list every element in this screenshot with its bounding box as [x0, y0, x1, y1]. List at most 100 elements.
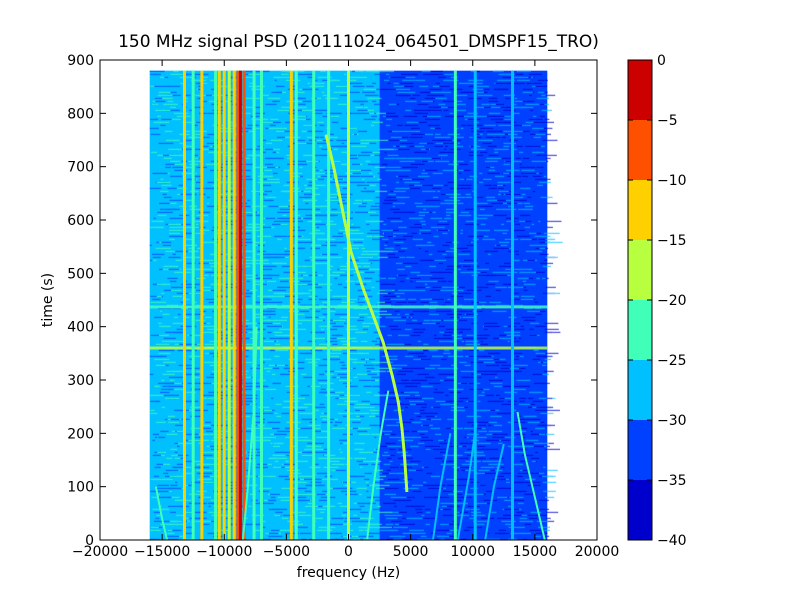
noise-speck [520, 469, 523, 472]
noise-speck [158, 91, 173, 94]
noise-speck [371, 361, 388, 364]
noise-speck [314, 463, 319, 466]
noise-speck [544, 358, 552, 361]
noise-speck [192, 406, 198, 409]
noise-speck [469, 151, 478, 154]
noise-speck [483, 274, 494, 277]
noise-speck [275, 340, 279, 343]
noise-speck [480, 517, 495, 520]
noise-speck [344, 394, 360, 397]
noise-speck [541, 235, 548, 238]
noise-speck [527, 259, 535, 262]
noise-speck [491, 274, 508, 277]
noise-speck [271, 397, 274, 400]
noise-speck [193, 460, 202, 463]
noise-speck [340, 202, 348, 205]
noise-speck [482, 142, 492, 145]
noise-speck [175, 259, 183, 262]
noise-speck [512, 229, 525, 232]
noise-speck [389, 535, 401, 538]
noise-speck [435, 310, 452, 313]
noise-speck [380, 430, 393, 433]
noise-speck [499, 337, 513, 340]
noise-speck [336, 337, 346, 340]
noise-speck [411, 319, 418, 322]
noise-speck [348, 298, 358, 301]
noise-speck [257, 181, 273, 184]
noise-speck [435, 433, 442, 436]
noise-speck [165, 172, 170, 175]
noise-speck [498, 124, 514, 127]
noise-speck [355, 199, 359, 202]
noise-speck [491, 202, 504, 205]
noise-speck [444, 508, 451, 511]
noise-speck [299, 88, 303, 91]
noise-speck [152, 433, 159, 436]
noise-speck [294, 265, 309, 268]
noise-speck [182, 532, 195, 535]
noise-speck [296, 298, 303, 301]
noise-speck [228, 412, 235, 415]
noise-speck [527, 421, 540, 424]
noise-speck [366, 367, 373, 370]
noise-speck [393, 85, 410, 88]
noise-speck [168, 256, 181, 259]
noise-speck [463, 427, 474, 430]
noise-speck [196, 472, 213, 475]
noise-speck [260, 226, 272, 229]
noise-speck [406, 256, 415, 259]
noise-speck [302, 118, 308, 121]
noise-speck [434, 457, 443, 460]
noise-speck [287, 157, 292, 160]
noise-speck [321, 148, 332, 151]
noise-speck [386, 403, 395, 406]
noise-speck [503, 208, 511, 211]
noise-speck [485, 373, 497, 376]
noise-speck [165, 163, 181, 166]
noise-speck [333, 241, 346, 244]
noise-speck [396, 451, 408, 454]
noise-speck [274, 79, 277, 82]
noise-speck [278, 205, 289, 208]
noise-speck [532, 151, 540, 154]
noise-speck [261, 418, 266, 421]
noise-speck [426, 142, 434, 145]
noise-speck [268, 316, 271, 319]
noise-speck [535, 514, 547, 517]
noise-speck [262, 70, 270, 73]
noise-speck [457, 265, 462, 268]
noise-speck [411, 379, 422, 382]
noise-speck [520, 469, 529, 472]
noise-speck [398, 448, 406, 451]
noise-speck [262, 283, 267, 286]
noise-speck [386, 115, 397, 118]
noise-speck [469, 160, 477, 163]
noise-speck [206, 376, 218, 379]
noise-speck [369, 220, 384, 223]
noise-speck [384, 514, 394, 517]
noise-speck [251, 106, 262, 109]
noise-speck [360, 139, 366, 142]
noise-speck [273, 331, 283, 334]
noise-speck [545, 91, 548, 94]
noise-speck [274, 343, 281, 346]
noise-speck [244, 130, 256, 133]
noise-speck [158, 142, 174, 145]
noise-speck [245, 226, 253, 229]
noise-speck [352, 85, 365, 88]
noise-speck [339, 268, 354, 271]
noise-speck [362, 91, 376, 94]
noise-speck [303, 376, 315, 379]
noise-speck [444, 199, 461, 202]
noise-speck [451, 478, 466, 481]
noise-speck [344, 73, 347, 76]
noise-speck [431, 94, 445, 97]
noise-speck [543, 445, 547, 448]
noise-speck [281, 412, 290, 415]
noise-speck [470, 115, 487, 118]
noise-speck [515, 253, 520, 256]
noise-speck [394, 403, 410, 406]
noise-speck [500, 367, 511, 370]
noise-speck [416, 109, 430, 112]
noise-speck [471, 514, 486, 517]
